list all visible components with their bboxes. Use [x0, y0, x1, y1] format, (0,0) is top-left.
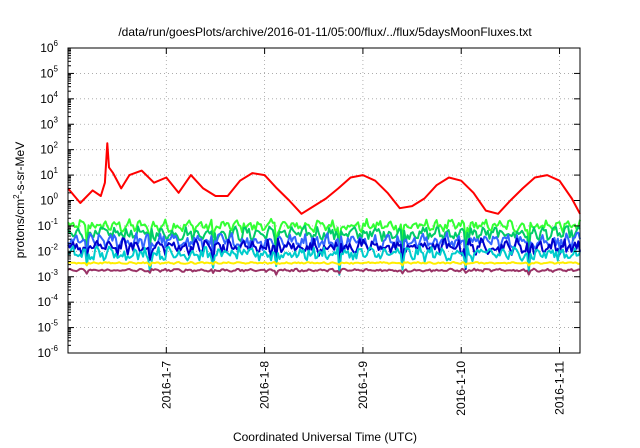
y-tick-label: 104 [40, 90, 58, 106]
series-line [67, 224, 581, 254]
y-axis-label-prefix: protons/cm [13, 199, 27, 258]
y-tick-label: 10-1 [38, 217, 59, 233]
y-axis-label: protons/cm2-s-sr-MeV [12, 142, 27, 258]
series-line [67, 244, 581, 276]
y-tick-label: 10-2 [38, 242, 59, 258]
chart-title: /data/run/goesPlots/archive/2016-01-11/0… [118, 25, 532, 39]
y-axis-label-superscript: 2 [12, 194, 21, 199]
y-tick-label: 100 [40, 192, 58, 208]
x-axis-ticks: 2016-1-7 2016-1-8 2016-1-9 2016-1-10 2016-1-… [159, 48, 567, 416]
x-tick-label: 2016-1-11 [553, 361, 567, 415]
y-tick-label: 10-6 [38, 344, 59, 360]
series-line [67, 142, 581, 215]
x-tick-label: 2016-1-10 [454, 361, 468, 416]
y-axis-ticks: 10-6 10-5 10-4 10-3 10-2 10-1 100 101 102 103 104 1… [38, 39, 580, 360]
y-tick-label: 106 [40, 39, 58, 55]
y-tick-label: 103 [40, 115, 58, 131]
x-axis-label: Coordinated Universal Time (UTC) [233, 430, 417, 444]
x-tick-label: 2016-1-9 [356, 361, 370, 409]
y-tick-label: 10-5 [38, 319, 59, 335]
y-tick-label: 102 [40, 141, 58, 157]
y-axis-label-suffix: -s-sr-MeV [13, 142, 27, 195]
series-line [67, 260, 581, 267]
series-line [67, 267, 580, 276]
series-line [67, 217, 581, 246]
x-tick-label: 2016-1-7 [159, 361, 173, 409]
series-line [67, 237, 581, 270]
y-tick-label: 101 [40, 166, 58, 182]
data-series [67, 142, 581, 276]
y-tick-label: 105 [40, 64, 58, 80]
x-tick-label: 2016-1-8 [258, 361, 272, 409]
y-tick-label: 10-3 [38, 268, 59, 284]
y-tick-label: 10-4 [38, 293, 59, 309]
